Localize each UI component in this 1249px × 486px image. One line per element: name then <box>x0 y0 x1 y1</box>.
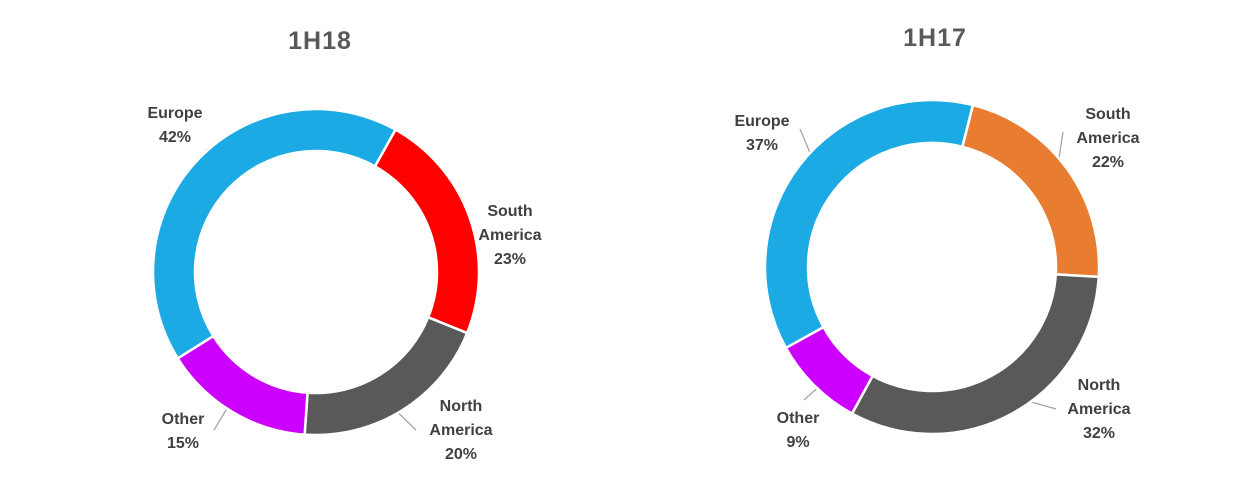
slice-north-america <box>850 273 1100 436</box>
slice-europe <box>763 98 975 350</box>
label-north-america: North America 32% <box>1067 377 1130 442</box>
donut-chart-1h17: Europe 37% South America 22% North America 32% O… <box>734 98 1140 451</box>
slice-europe <box>151 107 397 360</box>
slice-other <box>176 334 309 436</box>
chart-title-1h18: 1H18 <box>288 27 352 55</box>
label-south-america: South America 23% <box>478 203 541 268</box>
chart-title-1h17: 1H17 <box>903 24 967 52</box>
label-north-america: North America 20% <box>429 398 492 463</box>
label-other: Other 9% <box>777 410 820 451</box>
slice-north-america <box>303 316 469 437</box>
label-europe: Europe 42% <box>147 105 202 146</box>
slice-other <box>784 325 874 415</box>
label-europe: Europe 37% <box>734 113 789 154</box>
slice-south-america <box>373 128 481 335</box>
label-south-america: South America 22% <box>1076 106 1139 171</box>
label-other: Other 15% <box>162 411 205 452</box>
donut-chart-1h18: Europe 42% South America 23% North America 20% O… <box>147 105 541 463</box>
